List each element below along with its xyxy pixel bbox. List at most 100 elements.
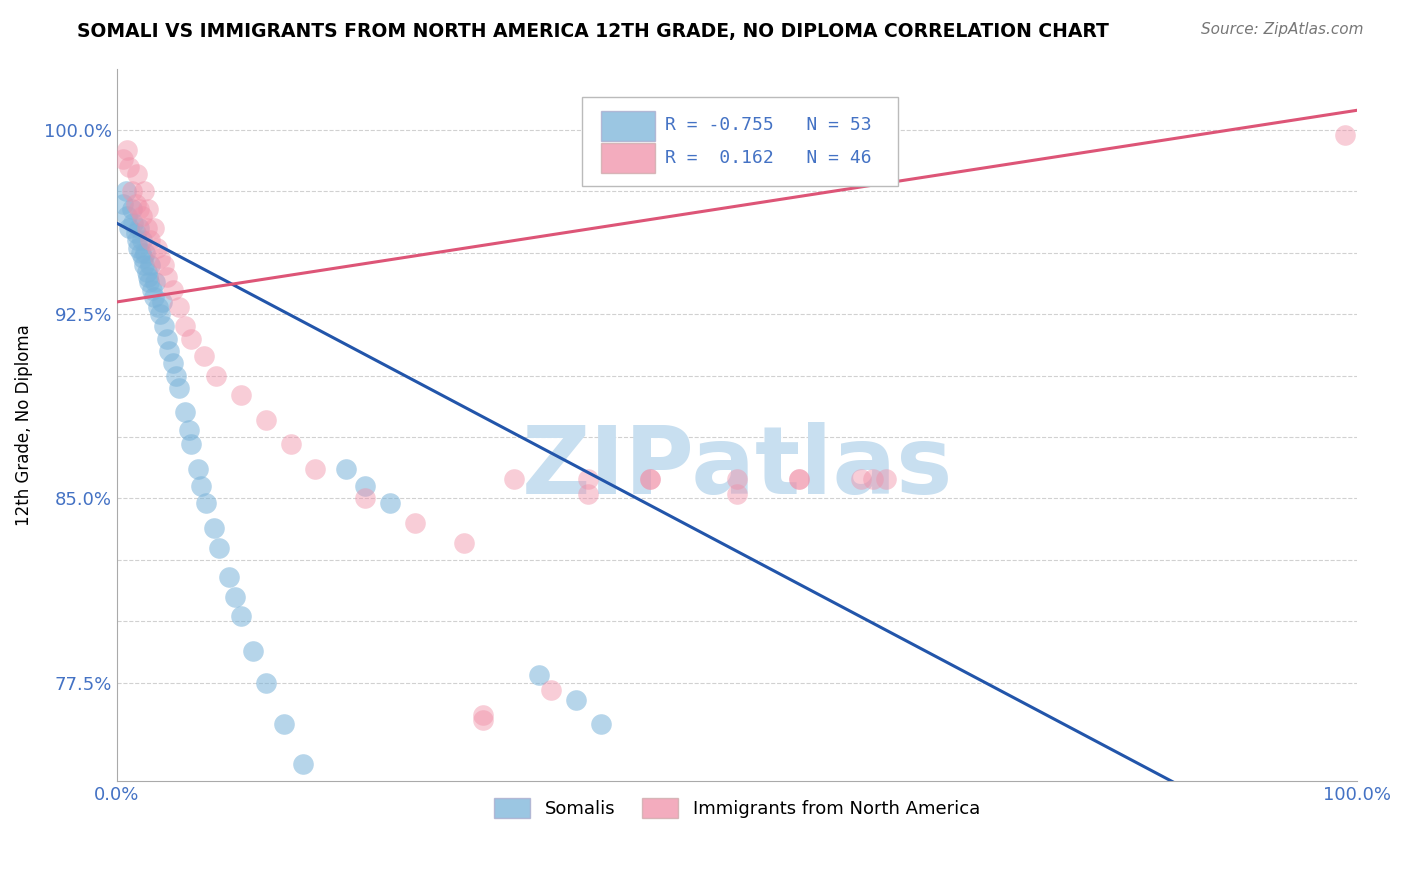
Point	[121, 185, 143, 199]
Point	[162, 283, 184, 297]
Point	[135, 265, 157, 279]
Point	[589, 717, 612, 731]
Point	[354, 491, 377, 506]
Point	[141, 283, 163, 297]
Point	[273, 717, 295, 731]
Point	[229, 388, 252, 402]
Point	[540, 683, 562, 698]
Point	[725, 486, 748, 500]
Point	[145, 241, 167, 255]
Point	[787, 472, 810, 486]
Point	[404, 516, 426, 530]
Point	[576, 472, 599, 486]
Point	[149, 307, 172, 321]
Legend: Somalis, Immigrants from North America: Somalis, Immigrants from North America	[486, 791, 987, 825]
Point	[565, 693, 588, 707]
Point	[787, 472, 810, 486]
Point	[146, 300, 169, 314]
Point	[167, 381, 190, 395]
Point	[132, 251, 155, 265]
Text: ZIPatlas: ZIPatlas	[522, 422, 953, 514]
Point	[118, 221, 141, 235]
Point	[155, 332, 177, 346]
Text: Source: ZipAtlas.com: Source: ZipAtlas.com	[1201, 22, 1364, 37]
Point	[134, 245, 156, 260]
Point	[335, 462, 357, 476]
Point	[187, 462, 209, 476]
Point	[122, 216, 145, 230]
Point	[354, 479, 377, 493]
Point	[153, 319, 176, 334]
Point	[202, 521, 225, 535]
Point	[224, 590, 246, 604]
Point	[242, 644, 264, 658]
Point	[576, 486, 599, 500]
Point	[127, 241, 149, 255]
Point	[149, 251, 172, 265]
Point	[453, 535, 475, 549]
Point	[471, 713, 494, 727]
Point	[254, 413, 277, 427]
Point	[118, 160, 141, 174]
Point	[124, 196, 146, 211]
Text: R = -0.755   N = 53: R = -0.755 N = 53	[665, 116, 872, 134]
Point	[195, 496, 218, 510]
Point	[138, 275, 160, 289]
Point	[638, 472, 661, 486]
Point	[849, 472, 872, 486]
Point	[136, 202, 159, 216]
Point	[291, 756, 314, 771]
Point	[725, 472, 748, 486]
FancyBboxPatch shape	[600, 144, 655, 173]
Point	[145, 275, 167, 289]
Point	[131, 234, 153, 248]
Point	[378, 496, 401, 510]
Point	[177, 423, 200, 437]
Point	[218, 570, 240, 584]
Point	[134, 258, 156, 272]
Point	[114, 185, 136, 199]
Text: SOMALI VS IMMIGRANTS FROM NORTH AMERICA 12TH GRADE, NO DIPLOMA CORRELATION CHART: SOMALI VS IMMIGRANTS FROM NORTH AMERICA …	[77, 22, 1109, 41]
Point	[153, 258, 176, 272]
Point	[875, 472, 897, 486]
Point	[115, 143, 138, 157]
Point	[167, 300, 190, 314]
Point	[134, 185, 156, 199]
Text: R =  0.162   N = 46: R = 0.162 N = 46	[665, 149, 872, 167]
Point	[139, 258, 162, 272]
Point	[527, 668, 550, 682]
Point	[125, 167, 148, 181]
Point	[143, 221, 166, 235]
Point	[136, 270, 159, 285]
FancyBboxPatch shape	[582, 97, 898, 186]
Point	[311, 791, 333, 805]
Point	[174, 319, 197, 334]
Point	[121, 202, 143, 216]
Point	[129, 245, 152, 260]
Point	[143, 290, 166, 304]
Point	[112, 153, 135, 167]
Point	[125, 234, 148, 248]
Point	[139, 234, 162, 248]
Point	[638, 472, 661, 486]
Point	[1333, 128, 1355, 142]
Point	[280, 437, 302, 451]
Point	[190, 479, 212, 493]
FancyBboxPatch shape	[600, 112, 655, 141]
Point	[150, 294, 173, 309]
Point	[862, 472, 884, 486]
Point	[115, 209, 138, 223]
Point	[471, 707, 494, 722]
Point	[304, 462, 326, 476]
Y-axis label: 12th Grade, No Diploma: 12th Grade, No Diploma	[15, 324, 32, 525]
Point	[180, 332, 202, 346]
Point	[112, 196, 135, 211]
Point	[193, 349, 215, 363]
Point	[166, 368, 188, 383]
Point	[180, 437, 202, 451]
Point	[128, 202, 150, 216]
Point	[208, 541, 231, 555]
Point	[229, 609, 252, 624]
Point	[174, 405, 197, 419]
Point	[155, 270, 177, 285]
